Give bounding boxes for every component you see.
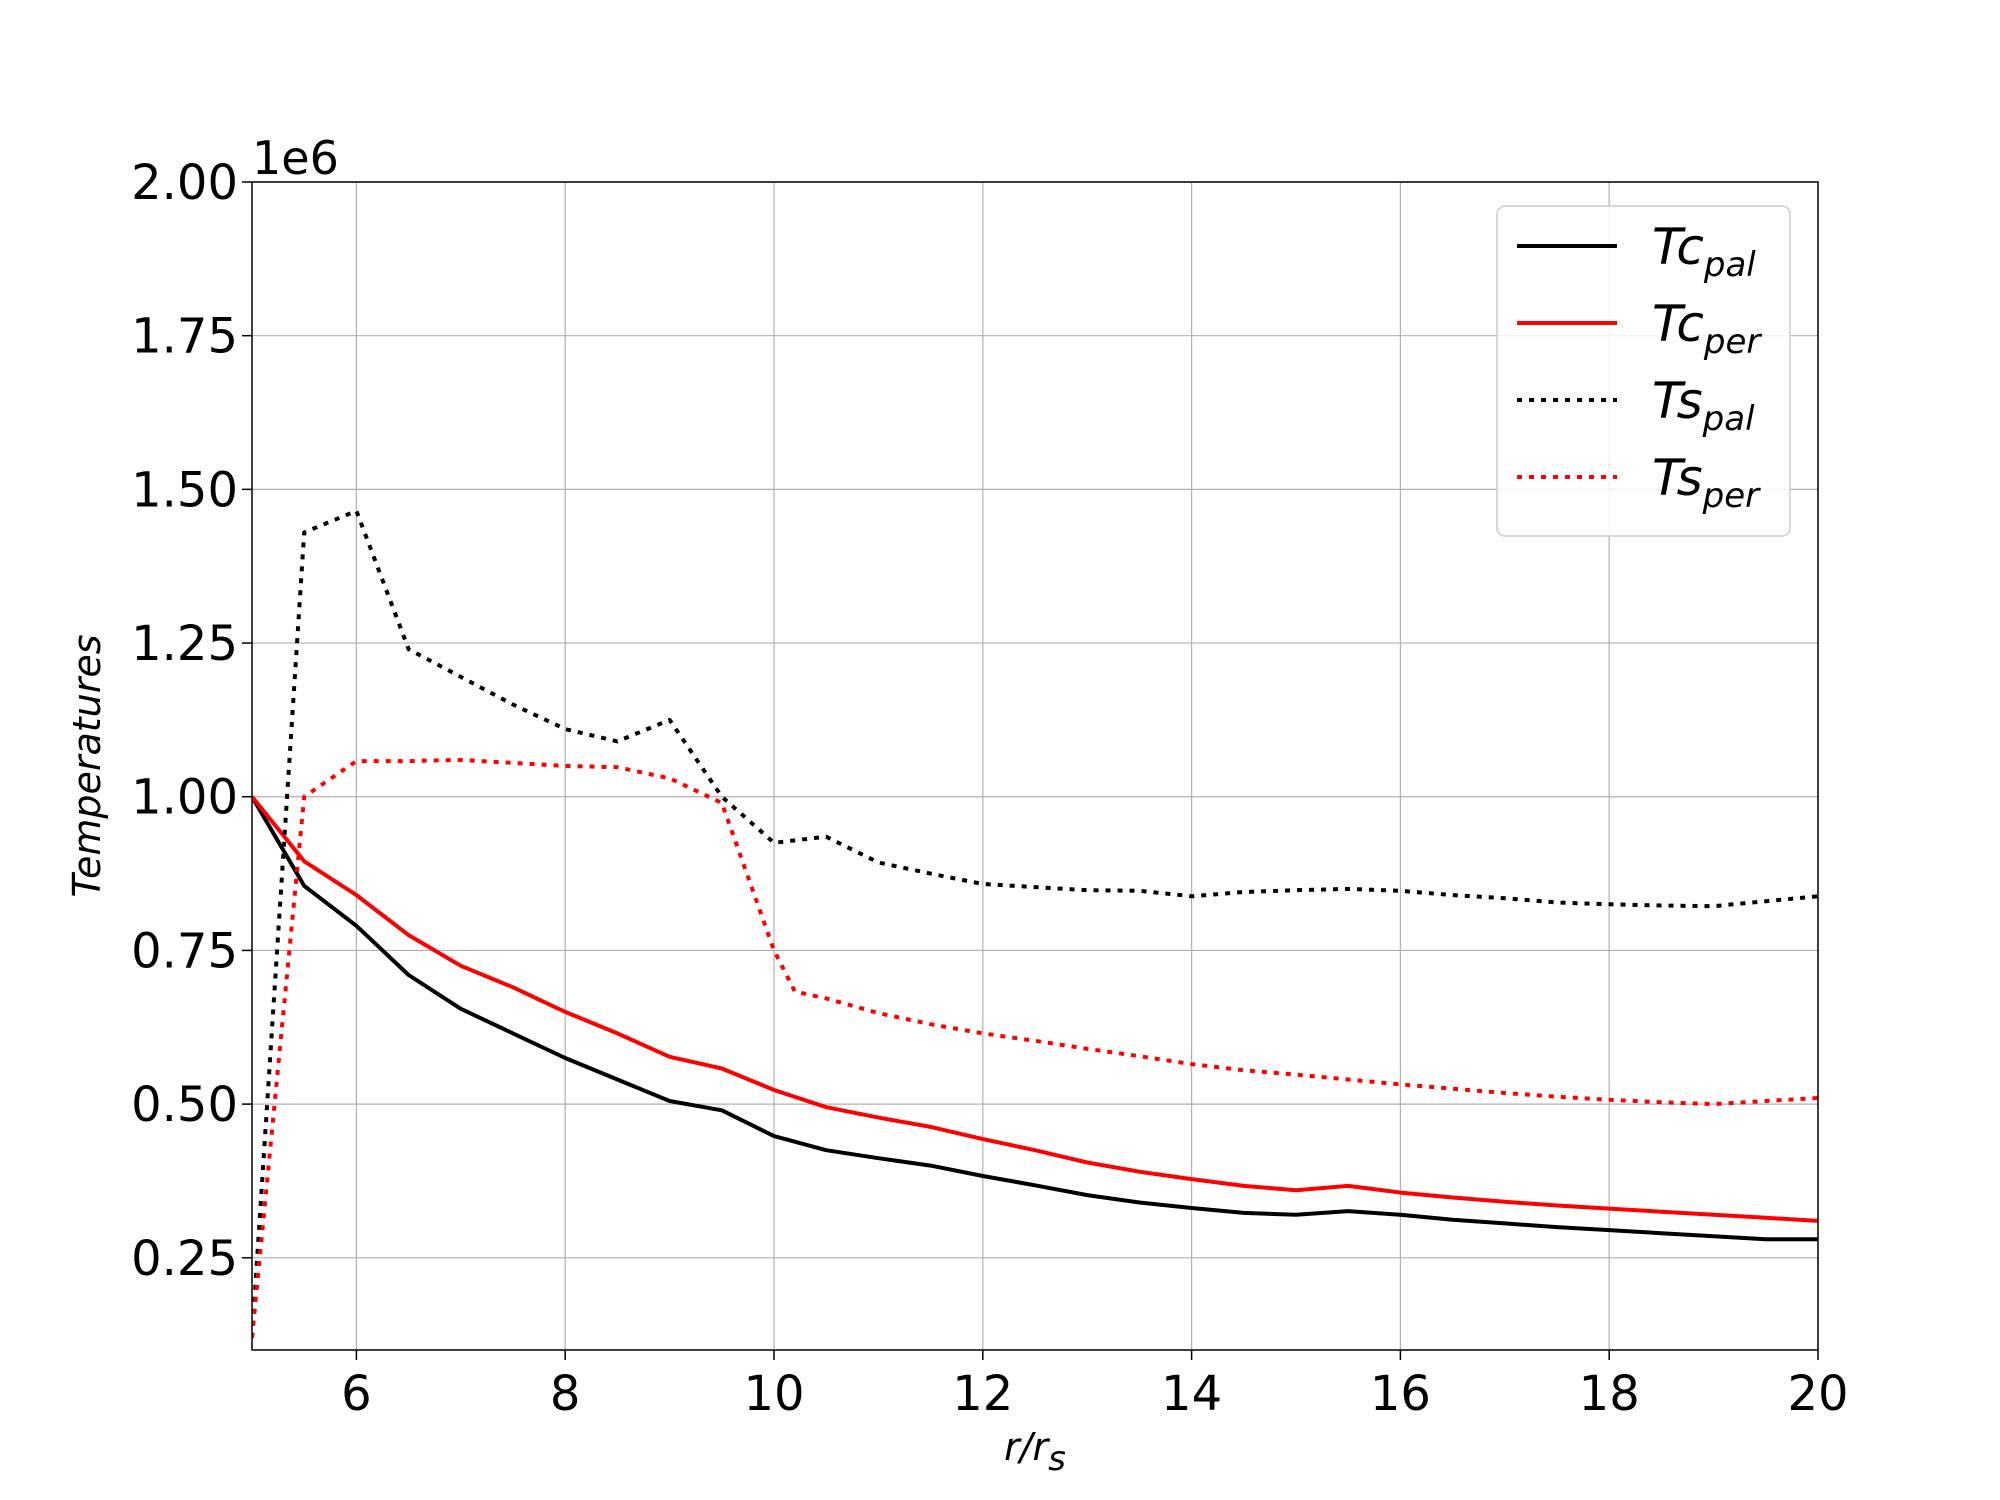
legend-label-sub: pal [1703,245,1756,285]
legend-label-sub: pal [1702,399,1755,439]
y-axis-label: Temperatures [65,634,109,897]
x-axis-label-sub: s [1048,1439,1066,1479]
x-axis-label-main: r/r [1004,1425,1050,1469]
legend-label-sub: per [1703,322,1763,362]
x-tick-label: 18 [1579,1366,1640,1422]
legend-label-main: Tc [1652,295,1704,353]
legend-label-main: Ts [1652,372,1703,430]
y-tick-label: 0.25 [131,1231,238,1287]
y-tick-label: 1.75 [131,309,238,365]
y-tick-label: 0.50 [131,1077,238,1133]
y-offset-label: 1e6 [252,131,339,185]
y-tick-label: 1.00 [131,770,238,826]
legend-label: Tcpal [1652,218,1756,285]
plot-frame [251,181,1819,1351]
y-tick-label: 1.25 [131,616,238,672]
x-tick-label: 14 [1161,1366,1222,1422]
series-line-ts-pal [252,508,1818,1338]
legend-box [1496,205,1791,537]
x-tick-label: 8 [550,1366,581,1422]
x-tick-label: 20 [1787,1366,1848,1422]
series-line-tc-pal [252,795,1818,1242]
x-tick-label: 16 [1370,1366,1431,1422]
y-tick-label: 1.50 [131,462,238,518]
x-tick-label: 12 [952,1366,1013,1422]
x-axis: 6 8 10 12 14 16 18 20 [341,1350,1849,1422]
legend-label-main: Ts [1652,449,1703,507]
x-axis-label: r/rs [1004,1425,1066,1479]
series-line-ts-per [252,757,1818,1338]
y-tick-label: 2.00 [131,155,238,211]
y-tick-label: 0.75 [131,923,238,979]
legend-label: Tcper [1652,295,1762,362]
legend-label-sub: per [1702,476,1762,516]
y-axis: 0.25 0.50 0.75 1.00 1.25 1.50 1.75 2.00 [131,155,252,1287]
series-line-tc-per [252,795,1818,1223]
legend-label: Tsper [1652,449,1761,516]
legend-label: Tspal [1652,372,1755,439]
legend-label-main: Tc [1652,218,1704,276]
x-tick-label: 6 [341,1366,372,1422]
series-group [252,508,1818,1338]
x-tick-label: 10 [743,1366,804,1422]
